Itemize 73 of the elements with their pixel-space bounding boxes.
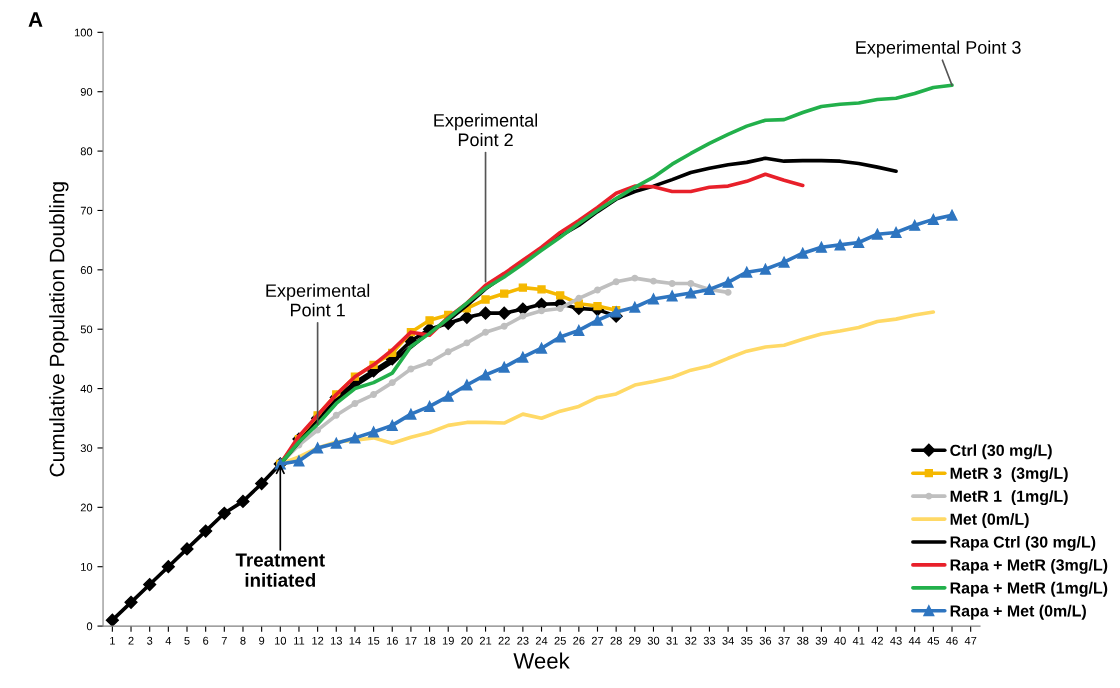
- x-tick-label: 19: [442, 636, 454, 645]
- x-tick-label: 12: [312, 636, 324, 645]
- y-tick-label: 80: [80, 147, 93, 156]
- legend-label: MetR 1 (1mg/L): [950, 490, 1068, 506]
- x-tick-label: 47: [964, 636, 977, 645]
- x-tick-label: 11: [294, 636, 305, 645]
- x-tick-label: 38: [796, 636, 809, 645]
- x-tick-label: 31: [666, 636, 678, 645]
- y-tick-label: 70: [80, 206, 93, 215]
- y-tick-label: 10: [81, 562, 93, 571]
- y-axis-title: Cumulative Population Doubling: [49, 182, 69, 477]
- x-tick-label: 2: [128, 636, 134, 645]
- legend-label: Rapa + Met (0m/L): [950, 604, 1086, 620]
- legend-label: Ctrl (30 mg/L): [950, 444, 1052, 460]
- x-tick-label: 25: [554, 636, 566, 645]
- x-tick-label: 21: [479, 636, 492, 645]
- x-tick-label: 23: [517, 636, 529, 645]
- x-tick-label: 42: [871, 636, 883, 645]
- y-tick-label: 100: [74, 28, 93, 37]
- x-tick-label: 43: [890, 636, 902, 645]
- legend-label: Rapa + MetR (1mg/L): [950, 581, 1108, 597]
- y-tick-label: 20: [80, 503, 93, 512]
- x-tick-label: 28: [610, 636, 622, 645]
- y-tick-label: 40: [80, 384, 93, 393]
- x-tick-label: 30: [647, 636, 660, 645]
- x-tick-label: 34: [722, 636, 734, 645]
- x-tick-label: 8: [240, 636, 246, 645]
- y-tick-label: 60: [80, 266, 93, 274]
- x-tick-label: 20: [461, 636, 473, 645]
- x-tick-label: 16: [386, 636, 398, 645]
- x-tick-label: 33: [703, 636, 716, 645]
- x-tick-label: 6: [203, 636, 209, 645]
- x-tick-label: 35: [741, 636, 753, 645]
- x-tick-label: 7: [221, 636, 227, 645]
- x-tick-label: 39: [815, 636, 828, 645]
- x-tick-label: 27: [591, 636, 604, 645]
- text: A: [28, 12, 43, 27]
- y-tick-label: 0: [86, 622, 93, 631]
- x-tick-label: 26: [573, 636, 585, 645]
- x-tick-label: 15: [368, 636, 380, 645]
- x-tick-label: 24: [535, 636, 548, 645]
- x-tick-label: 14: [349, 636, 361, 645]
- legend-label: Rapa + MetR (3mg/L): [950, 558, 1108, 574]
- annotation: Treatment initiated: [235, 553, 325, 587]
- annotation: Experimental Point 3: [856, 40, 1021, 58]
- x-tick-label: 13: [330, 636, 342, 645]
- x-tick-label: 40: [834, 636, 846, 645]
- legend-label: MetR 3 (3mg/L): [950, 467, 1068, 483]
- x-tick-label: 5: [184, 636, 190, 645]
- x-tick-label: 45: [927, 636, 940, 645]
- x-tick-label: 18: [424, 636, 436, 645]
- x-tick-label: 46: [946, 636, 958, 645]
- y-tick-label: 50: [80, 325, 93, 334]
- x-tick-label: 10: [274, 636, 287, 645]
- x-tick-label: 17: [405, 636, 417, 645]
- x-tick-label: 29: [629, 636, 641, 645]
- x-tick-label: 22: [498, 636, 510, 645]
- annotation: Experimental Point 2: [434, 113, 538, 147]
- y-tick-label: 90: [80, 87, 93, 96]
- annotation: Experimental Point 1: [266, 283, 370, 317]
- x-tick-label: 4: [165, 636, 172, 645]
- x-tick-label: 37: [778, 636, 790, 645]
- x-tick-label: 32: [685, 636, 697, 645]
- x-tick-label: 36: [759, 636, 772, 645]
- x-tick-label: 9: [259, 636, 265, 645]
- x-tick-label: 44: [908, 636, 921, 645]
- x-axis-title: Week: [513, 652, 570, 669]
- legend-label: Met (0m/L): [950, 513, 1029, 528]
- x-tick-label: 1: [110, 636, 115, 645]
- legend-label: Rapa Ctrl (30 mg/L): [950, 535, 1096, 551]
- x-tick-label: 3: [147, 636, 153, 645]
- y-tick-label: 30: [80, 444, 93, 453]
- x-tick-label: 41: [852, 636, 865, 645]
